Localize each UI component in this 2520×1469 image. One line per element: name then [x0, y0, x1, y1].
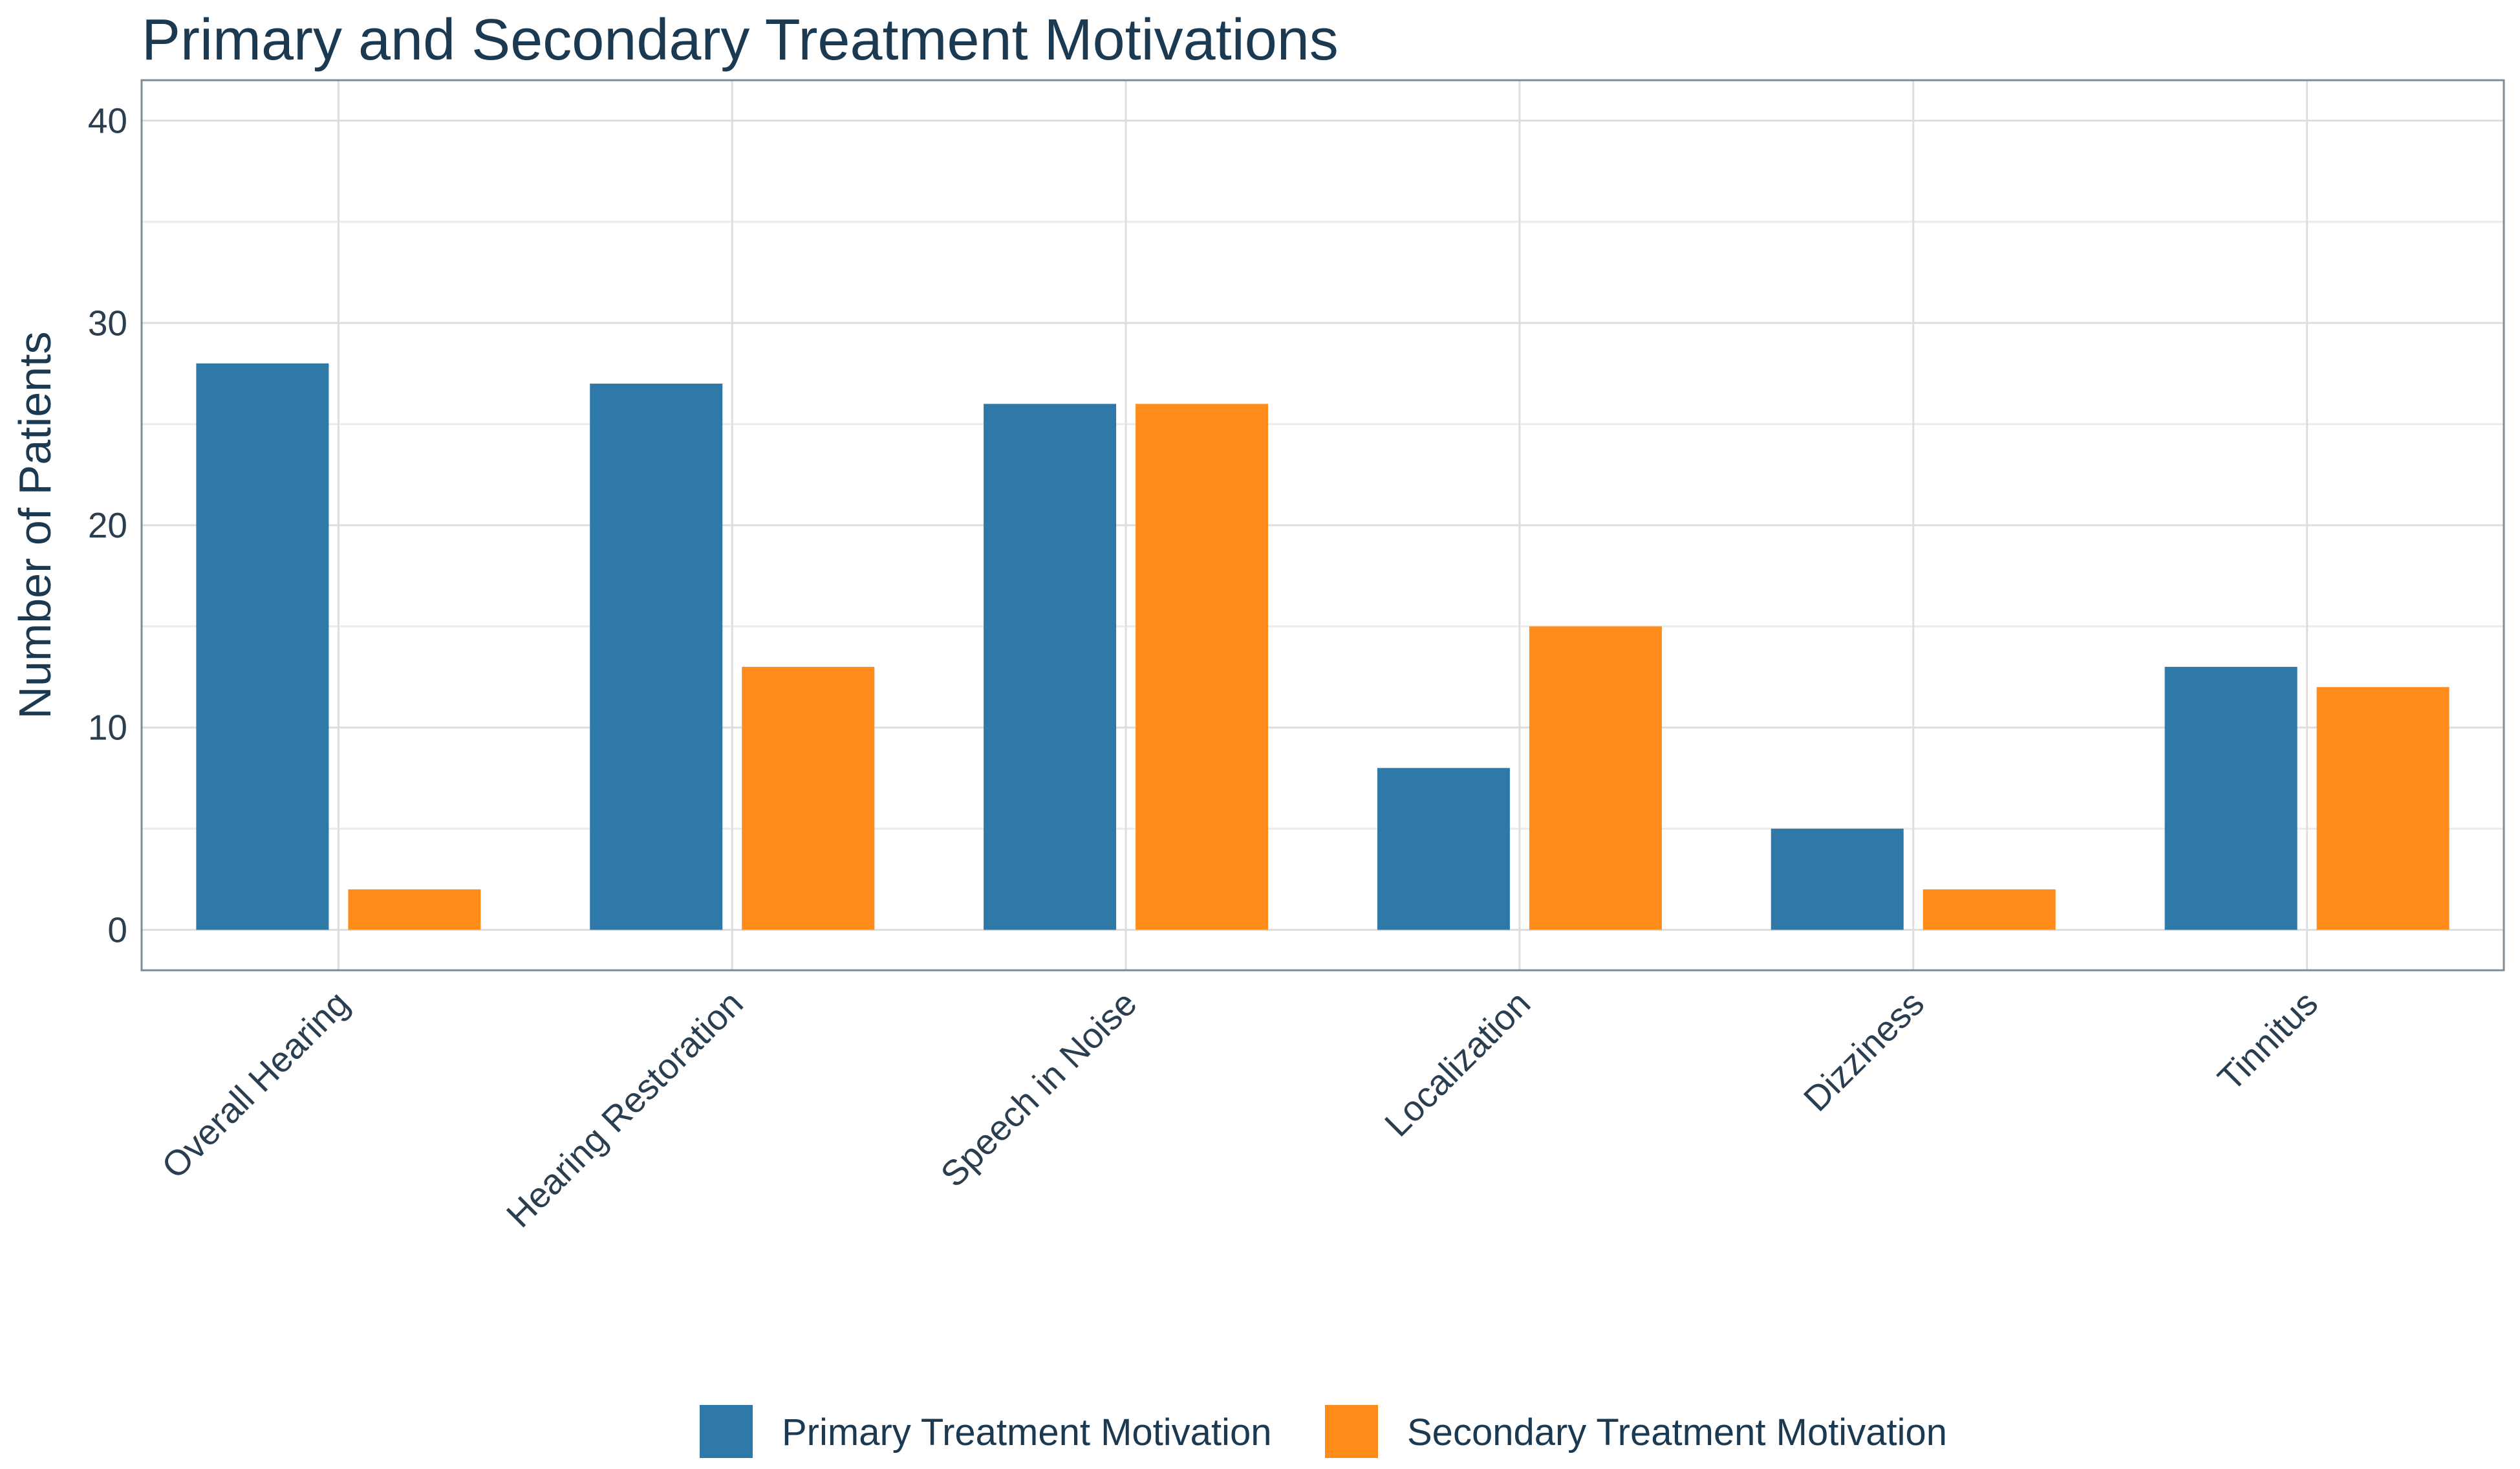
x-tick-label: Hearing Restoration: [499, 983, 751, 1235]
legend-swatch-primary: [700, 1405, 753, 1458]
x-tick-label: Localization: [1377, 983, 1538, 1144]
x-tick-label: Speech in Noise: [933, 983, 1145, 1195]
y-tick-label: 10: [88, 708, 127, 748]
bar-secondary-overall-hearing: [348, 889, 481, 930]
bar-secondary-tinnitus: [2316, 687, 2450, 930]
bar-secondary-speech-in-noise: [1136, 404, 1269, 930]
bar-primary-speech-in-noise: [984, 404, 1117, 930]
bars: [196, 363, 2450, 930]
x-tick-label: Overall Hearing: [154, 983, 357, 1186]
y-tick-label: 20: [88, 505, 127, 545]
x-axis: Overall Hearing Hearing Restoration Speech…: [154, 983, 2325, 1235]
bar-primary-tinnitus: [2164, 666, 2298, 930]
plot-panel-border: [140, 79, 2505, 972]
legend: Primary Treatment Motivation Secondary T…: [700, 1405, 1947, 1458]
bar-secondary-dizziness: [1922, 889, 2056, 930]
y-axis: 0 10 20 30 40: [88, 101, 127, 950]
y-tick-label: 0: [107, 909, 127, 950]
bar-primary-dizziness: [1771, 829, 1904, 930]
bar-secondary-localization: [1529, 626, 1662, 930]
grid: [142, 80, 2504, 970]
bar-primary-localization: [1377, 768, 1510, 930]
bar-secondary-hearing-restoration: [742, 666, 875, 930]
chart-title: Primary and Secondary Treatment Motivati…: [142, 8, 1339, 72]
y-tick-label: 30: [88, 303, 127, 343]
x-tick-label: Tinnitus: [2210, 983, 2325, 1099]
legend-label-secondary: Secondary Treatment Motivation: [1407, 1411, 1947, 1453]
x-tick-label: Dizziness: [1796, 983, 1932, 1119]
bar-primary-overall-hearing: [196, 363, 329, 930]
legend-label-primary: Primary Treatment Motivation: [782, 1411, 1271, 1453]
y-axis-label: Number of Patients: [10, 331, 60, 719]
y-tick-label: 40: [88, 101, 127, 141]
bar-primary-hearing-restoration: [590, 384, 723, 930]
legend-swatch-secondary: [1325, 1405, 1378, 1458]
